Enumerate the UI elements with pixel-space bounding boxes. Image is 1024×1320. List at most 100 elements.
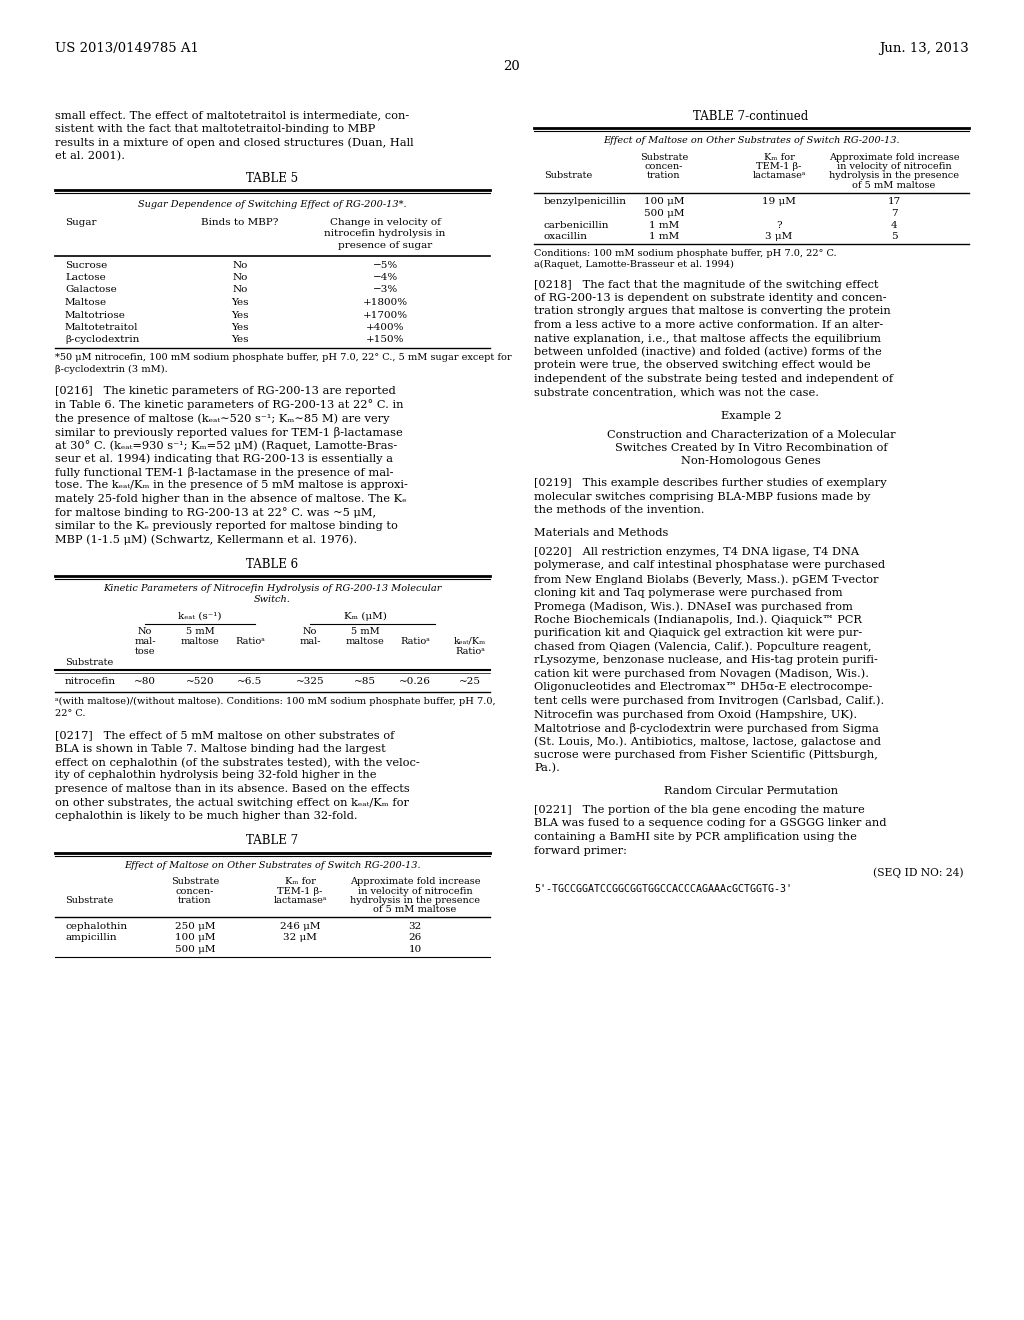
Text: Pa.).: Pa.). [534,763,560,774]
Text: nitrocefin: nitrocefin [65,677,116,686]
Text: Maltotriose and β-cyclodextrin were purchased from Sigma: Maltotriose and β-cyclodextrin were purc… [534,722,879,734]
Text: mal-: mal- [134,638,156,645]
Text: Ratioᵃ: Ratioᵃ [236,638,265,645]
Text: the methods of the invention.: the methods of the invention. [534,506,705,515]
Text: Sucrose: Sucrose [65,260,108,269]
Text: in velocity of nitrocefin: in velocity of nitrocefin [837,162,951,172]
Text: Example 2: Example 2 [721,411,781,421]
Text: Change in velocity of: Change in velocity of [330,218,440,227]
Text: TEM-1 β-: TEM-1 β- [278,887,323,895]
Text: mal-: mal- [299,638,321,645]
Text: Maltotetraitol: Maltotetraitol [65,323,138,333]
Text: tration strongly argues that maltose is converting the protein: tration strongly argues that maltose is … [534,306,891,317]
Text: Ratioᵃ: Ratioᵃ [400,638,430,645]
Text: +150%: +150% [366,335,404,345]
Text: +1800%: +1800% [362,298,408,308]
Text: ~25: ~25 [459,677,481,686]
Text: presence of sugar: presence of sugar [338,242,432,249]
Text: (SEQ ID NO: 24): (SEQ ID NO: 24) [873,867,964,878]
Text: −4%: −4% [373,273,397,282]
Text: 32 μM: 32 μM [283,933,317,942]
Text: [0216]   The kinetic parameters of RG-200-13 are reported: [0216] The kinetic parameters of RG-200-… [55,385,395,396]
Text: concen-: concen- [645,162,683,172]
Text: kₑₐₜ (s⁻¹): kₑₐₜ (s⁻¹) [178,612,222,620]
Text: ity of cephalothin hydrolysis being 32-fold higher in the: ity of cephalothin hydrolysis being 32-f… [55,771,377,780]
Text: presence of maltose than in its absence. Based on the effects: presence of maltose than in its absence.… [55,784,410,795]
Text: from a less active to a more active conformation. If an alter-: from a less active to a more active conf… [534,319,884,330]
Text: Approximate fold increase: Approximate fold increase [350,876,480,886]
Text: Maltose: Maltose [65,298,108,308]
Text: ~325: ~325 [296,677,325,686]
Text: molecular switches comprising BLA-MBP fusions made by: molecular switches comprising BLA-MBP fu… [534,491,870,502]
Text: [0219]   This example describes further studies of exemplary: [0219] This example describes further st… [534,478,887,488]
Text: Substrate: Substrate [171,876,219,886]
Text: 10: 10 [409,945,422,954]
Text: 22° C.: 22° C. [55,709,85,718]
Text: cloning kit and Taq polymerase were purchased from: cloning kit and Taq polymerase were purc… [534,587,843,598]
Text: 5: 5 [891,232,897,242]
Text: Kₘ for: Kₘ for [764,153,795,161]
Text: MBP (1-1.5 μM) (Schwartz, Kellermann et al. 1976).: MBP (1-1.5 μM) (Schwartz, Kellermann et … [55,535,357,545]
Text: hydrolysis in the presence: hydrolysis in the presence [350,896,480,906]
Text: Kₘ (μM): Kₘ (μM) [344,612,386,622]
Text: Substrate: Substrate [544,172,592,181]
Text: containing a BamHI site by PCR amplification using the: containing a BamHI site by PCR amplifica… [534,832,857,842]
Text: TABLE 5: TABLE 5 [246,172,298,185]
Text: of 5 mM maltose: of 5 mM maltose [374,906,457,915]
Text: Substrate: Substrate [65,657,114,667]
Text: 100 μM: 100 μM [175,933,215,942]
Text: −5%: −5% [373,260,397,269]
Text: [0221]   The portion of the bla gene encoding the mature: [0221] The portion of the bla gene encod… [534,805,864,814]
Text: cation kit were purchased from Novagen (Madison, Wis.).: cation kit were purchased from Novagen (… [534,668,869,678]
Text: TEM-1 β-: TEM-1 β- [757,162,802,172]
Text: 26: 26 [409,933,422,942]
Text: Yes: Yes [231,335,249,345]
Text: Kₘ for: Kₘ for [285,876,315,886]
Text: US 2013/0149785 A1: US 2013/0149785 A1 [55,42,199,55]
Text: Yes: Yes [231,298,249,308]
Text: β-cyclodextrin (3 mM).: β-cyclodextrin (3 mM). [55,364,168,374]
Text: Yes: Yes [231,310,249,319]
Text: tose: tose [135,647,156,656]
Text: oxacillin: oxacillin [544,232,588,242]
Text: nitrocefin hydrolysis in: nitrocefin hydrolysis in [325,230,445,239]
Text: Nitrocefin was purchased from Oxoid (Hampshire, UK).: Nitrocefin was purchased from Oxoid (Ham… [534,709,857,719]
Text: 17: 17 [888,198,901,206]
Text: [0218]   The fact that the magnitude of the switching effect: [0218] The fact that the magnitude of th… [534,280,879,289]
Text: between unfolded (inactive) and folded (active) forms of the: between unfolded (inactive) and folded (… [534,347,882,358]
Text: No: No [303,627,317,636]
Text: Switches Created by In Vitro Recombination of: Switches Created by In Vitro Recombinati… [614,444,888,453]
Text: 246 μM: 246 μM [280,921,321,931]
Text: in velocity of nitrocefin: in velocity of nitrocefin [357,887,472,895]
Text: the presence of maltose (kₑₐₜ∼520 s⁻¹; Kₘ∼85 M) are very: the presence of maltose (kₑₐₜ∼520 s⁻¹; K… [55,413,389,424]
Text: Non-Homologous Genes: Non-Homologous Genes [681,457,821,466]
Text: lactamaseᵃ: lactamaseᵃ [273,896,327,906]
Text: Oligonucleotides and Electromax™ DH5α-E electrocompe-: Oligonucleotides and Electromax™ DH5α-E … [534,682,872,692]
Text: small effect. The effect of maltotetraitol is intermediate, con-: small effect. The effect of maltotetrait… [55,110,410,120]
Text: ᵃ(with maltose)/(without maltose). Conditions: 100 mM sodium phosphate buffer, p: ᵃ(with maltose)/(without maltose). Condi… [55,697,496,706]
Text: Binds to MBP?: Binds to MBP? [202,218,279,227]
Text: [0217]   The effect of 5 mM maltose on other substrates of: [0217] The effect of 5 mM maltose on oth… [55,730,394,741]
Text: tration: tration [178,896,212,906]
Text: Approximate fold increase: Approximate fold increase [828,153,959,161]
Text: carbenicillin: carbenicillin [544,220,609,230]
Text: sucrose were purchased from Fisher Scientific (Pittsburgh,: sucrose were purchased from Fisher Scien… [534,750,878,760]
Text: BLA was fused to a sequence coding for a GSGGG linker and: BLA was fused to a sequence coding for a… [534,818,887,829]
Text: protein were true, the observed switching effect would be: protein were true, the observed switchin… [534,360,870,371]
Text: 5'-TGCCGGATCCGGCGGTGGCCACCCAGAAAcGCTGGTG-3': 5'-TGCCGGATCCGGCGGTGGCCACCCAGAAAcGCTGGTG… [534,883,792,894]
Text: TABLE 6: TABLE 6 [246,558,298,572]
Text: 1 mM: 1 mM [649,220,679,230]
Text: 100 μM: 100 μM [644,198,684,206]
Text: hydrolysis in the presence: hydrolysis in the presence [829,172,959,181]
Text: ~80: ~80 [134,677,156,686]
Text: similar to the Kₑ previously reported for maltose binding to: similar to the Kₑ previously reported fo… [55,521,398,531]
Text: [0220]   All restriction enzymes, T4 DNA ligase, T4 DNA: [0220] All restriction enzymes, T4 DNA l… [534,546,859,557]
Text: Roche Biochemicals (Indianapolis, Ind.). Qiaquick™ PCR: Roche Biochemicals (Indianapolis, Ind.).… [534,615,862,626]
Text: ~85: ~85 [354,677,376,686]
Text: TABLE 7-continued: TABLE 7-continued [693,110,809,123]
Text: at 30° C. (kₑₐₜ=930 s⁻¹; Kₘ=52 μM) (Raquet, Lamotte-Bras-: at 30° C. (kₑₐₜ=930 s⁻¹; Kₘ=52 μM) (Raqu… [55,440,397,451]
Text: fully functional TEM-1 β-lactamase in the presence of mal-: fully functional TEM-1 β-lactamase in th… [55,467,393,478]
Text: forward primer:: forward primer: [534,846,627,855]
Text: 20: 20 [504,59,520,73]
Text: 5 mM: 5 mM [350,627,379,636]
